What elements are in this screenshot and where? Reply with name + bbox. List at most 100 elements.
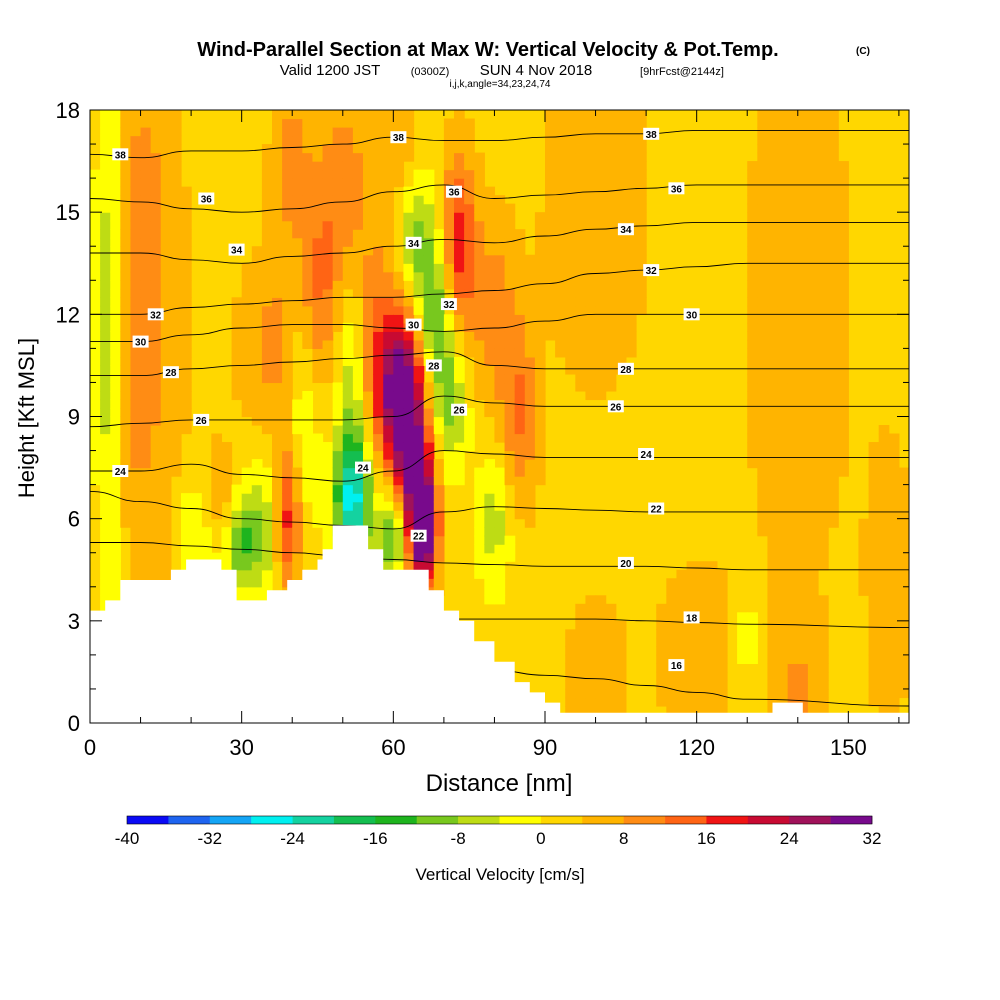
velocity-cell [818,348,829,358]
velocity-cell [797,135,809,145]
velocity-cell [686,595,698,605]
velocity-cell [373,229,384,239]
velocity-cell [120,186,132,196]
velocity-cell [696,629,708,639]
velocity-cell [524,390,536,401]
velocity-cell [767,382,779,392]
contour-label-text: 32 [443,300,455,311]
velocity-cell [373,288,384,298]
velocity-cell [605,263,617,273]
velocity-cell [413,186,425,196]
velocity-cell [494,314,506,324]
velocity-cell [383,510,394,520]
velocity-cell [868,442,880,452]
velocity-cell [494,263,506,273]
velocity-cell [110,578,121,588]
velocity-cell [484,493,496,503]
velocity-cell [322,135,334,145]
velocity-cell [322,178,334,188]
contour-label-text: 34 [620,225,632,236]
velocity-cell [241,382,253,392]
colorbar-tick-label: 16 [697,829,716,848]
velocity-cell [706,612,718,622]
velocity-cell [545,237,556,247]
velocity-cell [575,612,587,622]
velocity-cell [100,237,111,247]
contour-label-text: 28 [620,365,632,376]
contour-label: 34 [617,223,634,236]
velocity-cell [443,127,455,137]
velocity-cell [140,297,152,307]
velocity-cell [868,680,880,690]
velocity-cell [555,169,566,179]
velocity-cell [302,442,314,452]
velocity-cell [555,135,566,145]
velocity-cell [747,382,758,392]
velocity-cell [797,195,809,205]
velocity-cell [666,620,678,630]
velocity-cell [383,442,394,452]
velocity-cell [352,271,364,281]
velocity-cell [352,501,364,511]
velocity-cell [272,203,283,213]
velocity-cell [150,127,162,137]
velocity-cell [454,305,465,315]
velocity-cell [696,569,708,579]
velocity-cell [261,416,273,426]
velocity-cell [807,493,819,503]
velocity-cell [686,561,698,571]
velocity-cell [140,110,152,120]
velocity-cell [777,552,789,562]
velocity-cell [504,348,516,358]
velocity-cell [797,433,809,443]
velocity-cell [363,510,374,520]
velocity-cell [615,646,627,656]
velocity-cell [130,186,142,196]
velocity-cell [120,493,132,503]
velocity-cell [181,356,192,367]
velocity-cell [261,144,273,154]
velocity-cell [454,169,465,179]
contour-label-bg [451,403,468,416]
velocity-cell [464,246,475,256]
velocity-cell [443,476,455,486]
velocity-cell [757,348,769,358]
velocity-cell [130,433,142,443]
velocity-cell [464,305,475,315]
velocity-cell [261,501,273,511]
velocity-cell [130,407,142,418]
velocity-cell [261,212,273,222]
velocity-cell [413,331,425,341]
velocity-cell [443,356,455,367]
velocity-cell [110,493,121,503]
velocity-cell [484,510,496,520]
velocity-cell [807,654,819,664]
velocity-cell [757,254,769,264]
velocity-cell [90,399,101,409]
velocity-cell [272,544,283,554]
velocity-cell [605,229,617,239]
velocity-cell [393,144,405,154]
velocity-cell [797,697,809,707]
velocity-cell [181,280,192,290]
velocity-cell [585,297,597,307]
velocity-cell [342,203,354,213]
velocity-cell [868,620,880,630]
velocity-cell [150,144,162,154]
velocity-cell [150,288,162,298]
velocity-cell [656,671,667,682]
velocity-cell [504,305,516,315]
velocity-cell [807,527,819,537]
velocity-cell [150,407,162,418]
velocity-cell [494,586,506,596]
velocity-cell [777,246,789,256]
velocity-cell [838,263,849,273]
velocity-cell [767,442,779,452]
velocity-cell [413,339,425,349]
velocity-cell [605,688,617,699]
velocity-cell [828,450,839,460]
velocity-cell [140,356,152,367]
velocity-cell [110,195,121,205]
velocity-cell [818,322,829,332]
velocity-cell [474,535,485,545]
